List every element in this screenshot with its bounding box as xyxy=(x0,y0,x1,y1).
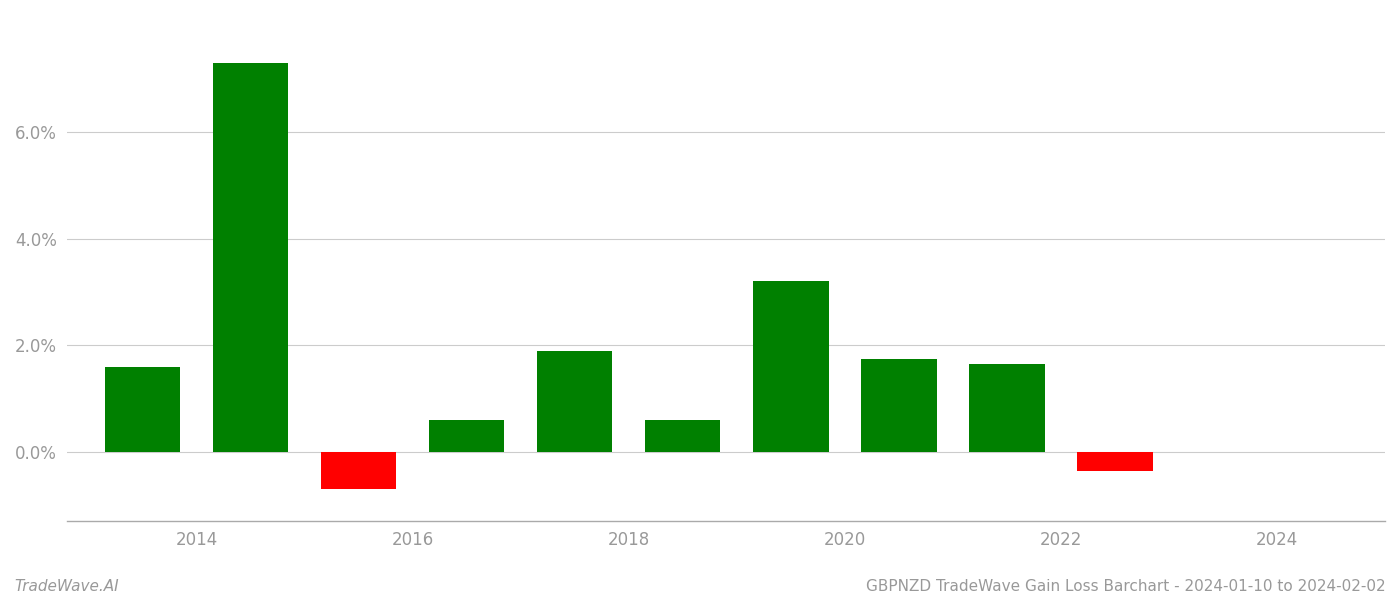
Text: TradeWave.AI: TradeWave.AI xyxy=(14,579,119,594)
Bar xyxy=(105,367,181,452)
Bar xyxy=(753,281,829,452)
Bar xyxy=(536,351,612,452)
Text: GBPNZD TradeWave Gain Loss Barchart - 2024-01-10 to 2024-02-02: GBPNZD TradeWave Gain Loss Barchart - 20… xyxy=(867,579,1386,594)
Bar xyxy=(428,420,504,452)
Bar xyxy=(645,420,721,452)
Bar xyxy=(1077,452,1152,470)
Bar xyxy=(321,452,396,490)
Bar xyxy=(969,364,1044,452)
Bar xyxy=(861,359,937,452)
Bar xyxy=(213,63,288,452)
